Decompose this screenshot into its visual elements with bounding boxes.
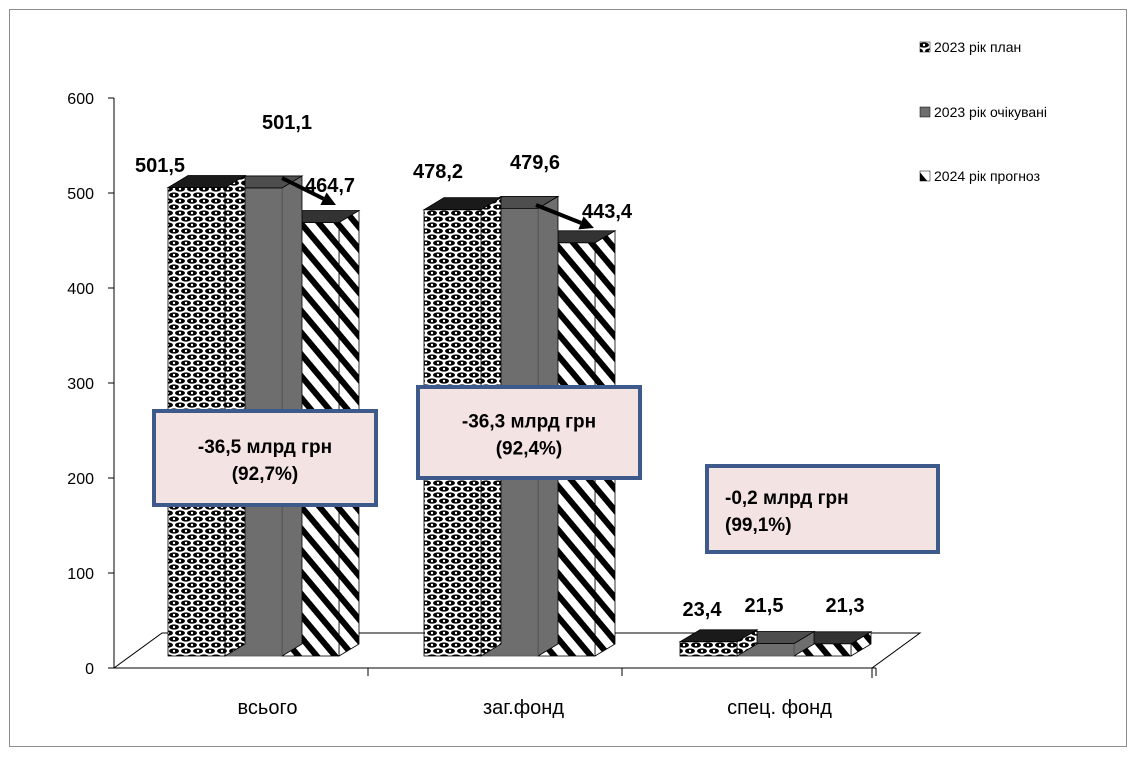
- arrow-shaft: [281, 176, 325, 201]
- arrow-head: [578, 216, 594, 230]
- legend-swatch: [919, 41, 931, 53]
- y-tick-label: 300: [67, 376, 94, 393]
- change-arrow: [535, 203, 594, 230]
- data-label: 479,6: [510, 152, 560, 174]
- data-label: 478,2: [413, 161, 463, 183]
- difference-callout: -36,5 млрд грн (92,7%): [152, 409, 378, 507]
- chart-border: [9, 9, 1127, 747]
- callout-line1: -0,2 млрд грн: [725, 488, 849, 509]
- arrow-head: [320, 192, 336, 205]
- bar-2-0: [678, 629, 759, 657]
- data-label: 21,5: [745, 595, 784, 617]
- legend-swatch: [919, 170, 931, 182]
- callout-line2: (99,1%): [725, 515, 792, 536]
- callout-box: [416, 385, 642, 480]
- callout-box: [705, 464, 940, 554]
- data-label: 443,4: [582, 201, 633, 223]
- callout-box: [152, 409, 378, 507]
- callout-line1: -36,5 млрд грн: [198, 437, 332, 458]
- callout-line1: -36,3 млрд грн: [462, 412, 596, 433]
- bar-top: [678, 629, 759, 643]
- legend-entry: 2023 рік очікувані: [919, 104, 1047, 120]
- bar-top: [166, 175, 247, 188]
- difference-callout: -0,2 млрд грн (99,1%): [705, 464, 940, 554]
- callout-line2: (92,7%): [232, 464, 299, 485]
- data-label: 464,7: [305, 175, 355, 197]
- data-label: 23,4: [683, 599, 723, 621]
- bar-top: [422, 197, 503, 211]
- x-category-label: всього: [238, 697, 298, 719]
- legend-swatch: [919, 106, 931, 118]
- bar-front: [679, 641, 738, 657]
- data-label: 501,1: [262, 112, 312, 134]
- change-arrow: [281, 176, 336, 205]
- legend-label: 2023 рік очікувані: [934, 104, 1047, 120]
- arrow-shaft: [535, 203, 582, 225]
- difference-callout: -36,3 млрд грн (92,4%): [416, 385, 642, 480]
- callout-line2: (92,4%): [496, 439, 563, 460]
- legend-label: 2024 рік прогноз: [934, 168, 1040, 184]
- data-label: 21,3: [826, 595, 865, 617]
- x-category-label: заг.фонд: [483, 697, 564, 719]
- legend-entry: 2023 рік план: [919, 39, 1021, 55]
- data-label: 501,5: [135, 155, 185, 177]
- x-category-label: спец. фонд: [727, 697, 832, 719]
- y-tick-label: 600: [67, 91, 94, 108]
- y-tick-label: 500: [67, 186, 94, 203]
- y-tick-label: 100: [67, 566, 94, 583]
- y-tick-label: 400: [67, 281, 94, 298]
- legend-entry: 2024 рік прогноз: [919, 168, 1040, 184]
- y-tick-label: 200: [67, 471, 94, 488]
- legend-label: 2023 рік план: [934, 39, 1021, 55]
- y-tick-label: 0: [85, 661, 94, 678]
